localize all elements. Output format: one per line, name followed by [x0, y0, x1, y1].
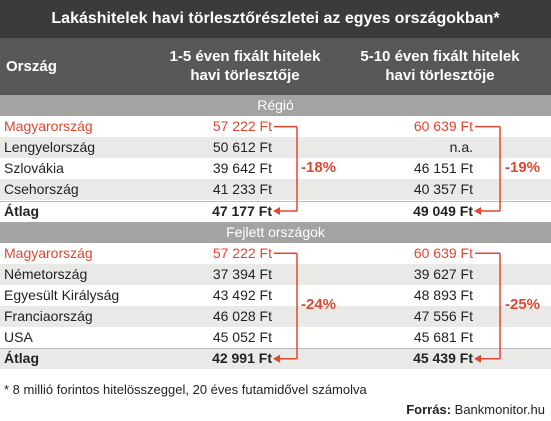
value-cell: 42 991 Ft — [212, 350, 272, 367]
section-header: Régió — [0, 95, 551, 116]
value-cell: n.a. — [449, 139, 473, 156]
value-cell: 39 627 Ft — [413, 265, 473, 282]
table-row — [0, 179, 551, 201]
value-cell: 47 556 Ft — [413, 308, 473, 324]
difference-label: -18% — [301, 158, 337, 176]
difference-label: -19% — [505, 158, 541, 176]
value-cell: 50 612 Ft — [212, 139, 272, 156]
country-cell: Átlag — [4, 202, 39, 219]
country-cell: Magyarország — [4, 244, 93, 261]
country-cell: Németország — [4, 265, 88, 282]
difference-label: -25% — [505, 296, 541, 313]
value-cell: 60 639 Ft — [413, 244, 473, 261]
table-row — [0, 158, 551, 180]
source-label: Forrás: — [406, 402, 452, 417]
arrow-head — [273, 354, 280, 363]
section-header: Fejlett országok — [0, 221, 551, 243]
value-cell: 41 233 Ft — [212, 181, 272, 198]
country-cell: USA — [4, 329, 33, 346]
country-cell: Egyesült Királyság — [4, 286, 120, 303]
source-text: Bankmonitor.hu — [454, 402, 545, 417]
value-cell: 48 893 Ft — [413, 286, 473, 303]
value-cell: 57 222 Ft — [212, 118, 272, 135]
footnote: * 8 millió forintos hitelösszeggel, 20 é… — [4, 382, 367, 397]
header-cell: 5-10 éven fixált hitelek havi törlesztőj… — [360, 48, 520, 84]
difference-label: -24% — [301, 296, 337, 313]
table-row — [0, 137, 551, 159]
value-cell: 45 052 Ft — [212, 329, 272, 346]
table-row — [0, 284, 551, 306]
header-cell: Ország — [6, 58, 57, 75]
value-cell: 46 151 Ft — [413, 160, 473, 177]
value-cell: 49 049 Ft — [413, 202, 473, 219]
value-cell: 40 357 Ft — [413, 181, 473, 198]
table-row — [0, 306, 551, 327]
title: Lakáshitelek havi törlesztőrészletei az … — [0, 0, 551, 38]
country-cell: Lengyelország — [4, 139, 96, 156]
value-cell: 47 177 Ft — [212, 202, 272, 219]
country-cell: Csehország — [4, 181, 79, 198]
value-cell: 37 394 Ft — [212, 265, 272, 282]
country-cell: Franciaország — [4, 308, 93, 324]
source: Forrás: Bankmonitor.hu — [406, 402, 545, 417]
header-cell: 1-5 éven fixált hitelek havi törlesztője — [169, 48, 321, 84]
country-cell: Magyarország — [4, 118, 93, 135]
value-cell: 46 028 Ft — [212, 308, 272, 324]
value-cell: 39 642 Ft — [212, 160, 272, 177]
header-row: Ország 1-5 éven fixált hitelek havi törl… — [0, 38, 551, 95]
value-cell: 45 681 Ft — [413, 329, 473, 346]
table-row — [0, 327, 551, 349]
arrow-head — [474, 354, 481, 363]
country-cell: Szlovákia — [4, 160, 64, 177]
arrow-head — [474, 207, 481, 216]
value-cell: 60 639 Ft — [413, 118, 473, 135]
value-cell: 57 222 Ft — [212, 244, 272, 261]
value-cell: 45 439 Ft — [413, 350, 473, 367]
arrow-head — [273, 207, 280, 216]
value-cell: 43 492 Ft — [212, 286, 272, 303]
country-cell: Átlag — [4, 350, 39, 367]
table-row — [0, 263, 551, 285]
